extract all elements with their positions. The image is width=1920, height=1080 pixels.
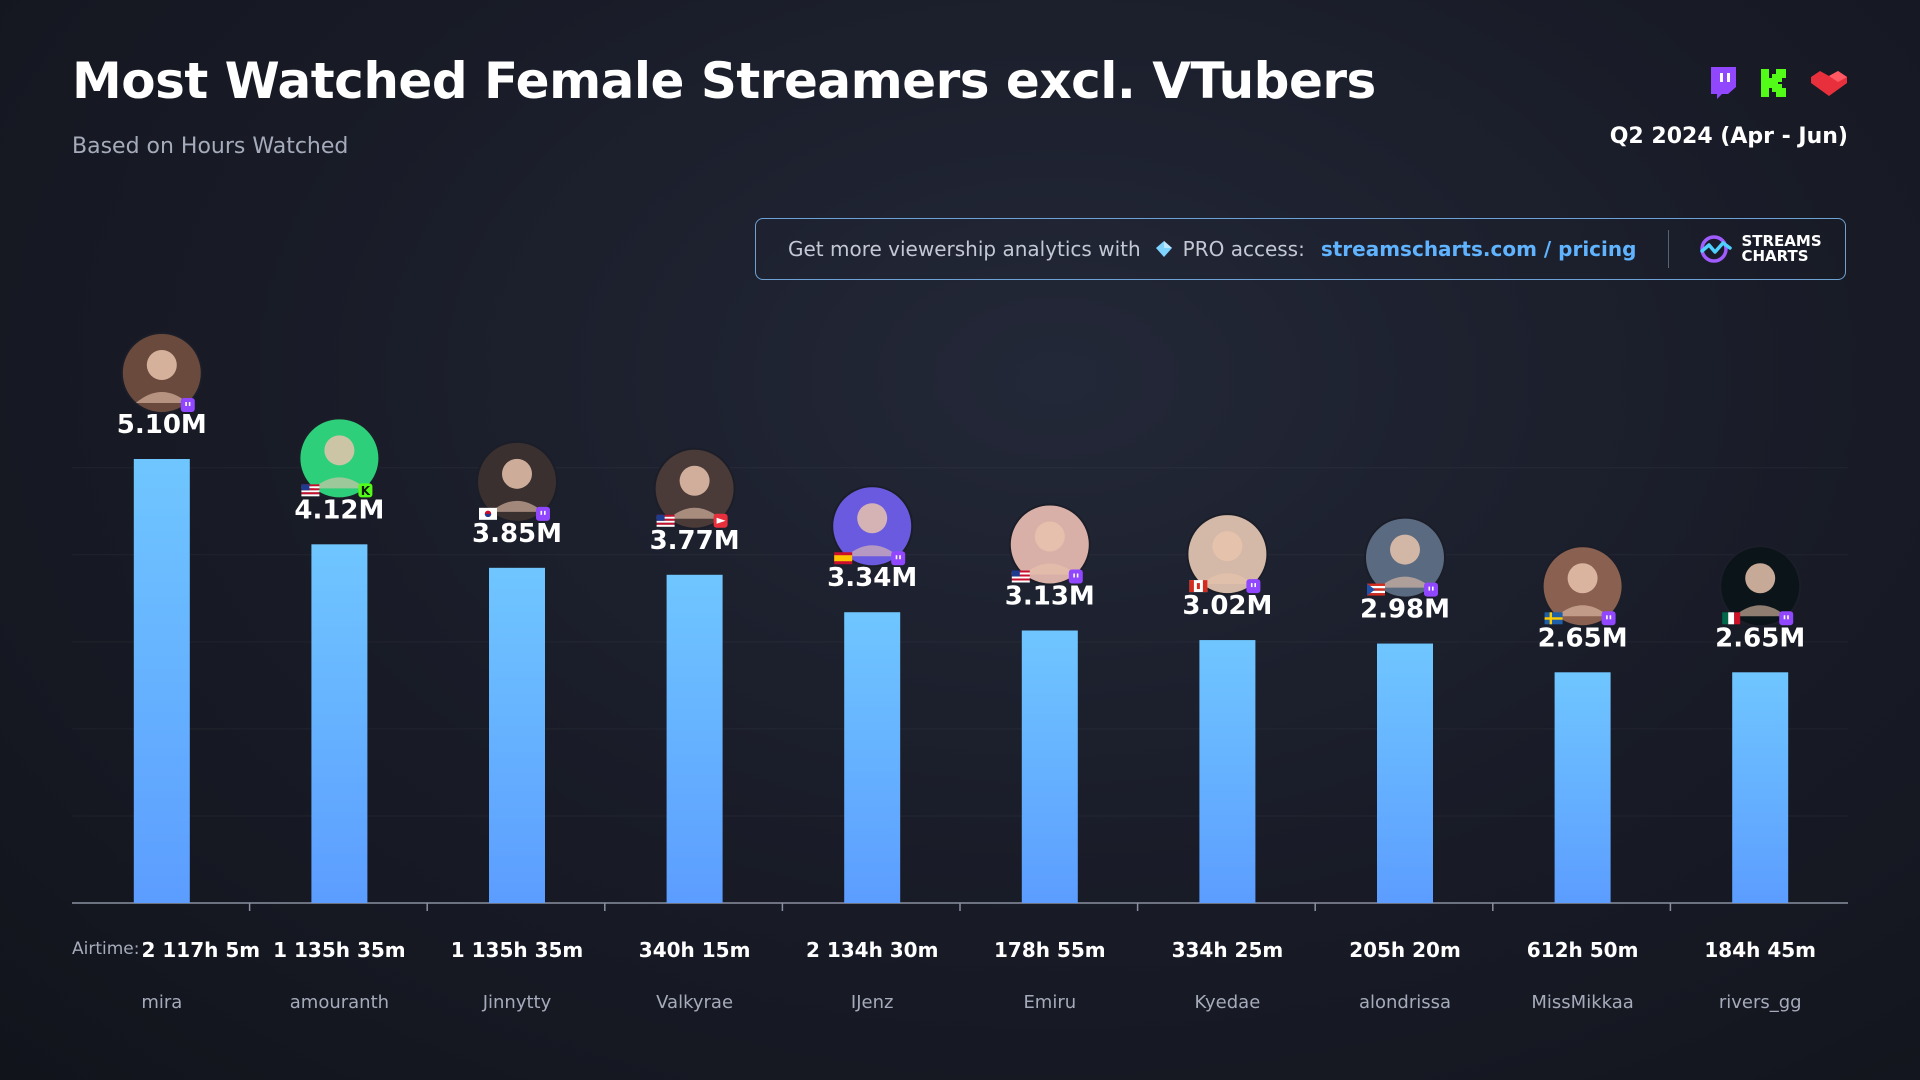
- page-subtitle: Based on Hours Watched: [72, 134, 349, 159]
- twitch-icon: [1708, 66, 1738, 100]
- platform-icons: [1708, 66, 1848, 100]
- airtime-label: Airtime:: [72, 939, 140, 959]
- avatar-rivers_gg[interactable]: [1719, 545, 1802, 628]
- twitch-badge-icon: [1779, 611, 1794, 626]
- airtime-value: 1 135h 35m: [273, 938, 406, 962]
- flag-mx-icon: [1722, 612, 1741, 625]
- bar-mira: [133, 459, 190, 903]
- bar-alondrissa: [1377, 643, 1433, 903]
- value-label: 3.02M: [1182, 591, 1272, 621]
- bar-Kyedae: [1199, 640, 1256, 903]
- brand-line-2: CHARTS: [1741, 247, 1809, 265]
- streamer-name: Jinnytty: [482, 992, 552, 1013]
- youtube-badge-icon: [713, 513, 728, 528]
- streamer-name: IJenz: [851, 992, 894, 1013]
- value-label: 3.13M: [1005, 582, 1095, 612]
- avatar-MissMikkaa[interactable]: [1541, 545, 1624, 628]
- twitch-badge-icon: [180, 398, 195, 412]
- value-label: 2.98M: [1360, 595, 1450, 625]
- bar-Emiru: [1021, 630, 1078, 903]
- svg-text:K: K: [361, 484, 371, 498]
- value-label: 3.77M: [650, 526, 740, 556]
- flag-pr-icon: [1367, 583, 1385, 596]
- avatar-amouranth[interactable]: K: [298, 417, 381, 500]
- airtime-value: 2 134h 30m: [806, 938, 939, 962]
- avatar-Valkyrae[interactable]: [653, 447, 736, 530]
- flag-ca-icon: [1189, 580, 1208, 593]
- diamond-icon: [1155, 240, 1173, 258]
- avatar-Jinnytty[interactable]: [476, 440, 558, 523]
- value-label: 3.34M: [827, 563, 917, 593]
- streamer-name: MissMikkaa: [1531, 992, 1633, 1013]
- promo-divider: [1668, 230, 1670, 268]
- flag-es-icon: [834, 552, 853, 565]
- streamer-name: Kyedae: [1195, 992, 1261, 1013]
- kick-badge-icon: K: [358, 483, 373, 498]
- airtime-value: 334h 25m: [1172, 938, 1284, 962]
- pricing-link[interactable]: streamscharts.com / pricing: [1320, 237, 1637, 261]
- avatar-alondrissa[interactable]: [1364, 516, 1446, 599]
- twitch-badge-icon: [891, 551, 906, 566]
- flag-us-icon: [656, 514, 675, 527]
- airtime-value: 612h 50m: [1527, 938, 1639, 962]
- airtime-value: 2 117h 5m: [142, 938, 261, 962]
- airtime-value: 178h 55m: [994, 938, 1106, 962]
- streamer-name: Emiru: [1023, 992, 1076, 1013]
- promo-pro-text: PRO access:: [1182, 237, 1305, 261]
- kick-icon: [1760, 68, 1788, 98]
- flag-se-icon: [1544, 612, 1563, 625]
- twitch-badge-icon: [1068, 569, 1083, 584]
- flag-us-icon: [301, 484, 320, 497]
- twitch-badge-icon: [1246, 579, 1261, 594]
- avatar-IJenz[interactable]: [831, 485, 914, 568]
- flag-us-icon: [1011, 570, 1030, 583]
- bar-Jinnytty: [489, 567, 545, 903]
- youtube-icon: [1810, 69, 1848, 97]
- value-label: 2.65M: [1715, 623, 1805, 653]
- streams-charts-logo-icon: [1700, 235, 1733, 263]
- period-label: Q2 2024 (Apr - Jun): [1609, 124, 1848, 149]
- streamer-name: Valkyrae: [656, 992, 733, 1013]
- streamer-name: rivers_gg: [1719, 992, 1802, 1013]
- value-label: 2.65M: [1538, 623, 1628, 653]
- value-label: 5.10M: [117, 410, 207, 440]
- airtime-value: 205h 20m: [1349, 938, 1461, 962]
- flag-kr-icon: [479, 507, 497, 520]
- value-label: 4.12M: [294, 495, 384, 525]
- value-label: 3.85M: [472, 519, 562, 549]
- bar-rivers_gg: [1732, 672, 1789, 903]
- bar-IJenz: [844, 612, 901, 903]
- twitch-badge-icon: [1424, 582, 1438, 597]
- airtime-value: 340h 15m: [639, 938, 751, 962]
- streams-charts-logo: STREAMS CHARTS: [1699, 232, 1822, 265]
- avatar-Emiru[interactable]: [1008, 503, 1091, 586]
- bar-MissMikkaa: [1554, 672, 1611, 903]
- twitch-badge-icon: [536, 506, 550, 521]
- streamer-name: alondrissa: [1359, 992, 1451, 1013]
- airtime-value: 184h 45m: [1704, 938, 1816, 962]
- streamer-name: amouranth: [290, 992, 389, 1013]
- promo-text: Get more viewership analytics with: [788, 237, 1141, 261]
- promo-banner[interactable]: Get more viewership analytics with PRO a…: [755, 218, 1846, 280]
- bar-Valkyrae: [666, 574, 723, 903]
- brand-line-1: STREAMS: [1741, 232, 1822, 250]
- twitch-badge-icon: [1601, 611, 1616, 626]
- page-title: Most Watched Female Streamers excl. VTub…: [72, 52, 1376, 110]
- airtime-value: 1 135h 35m: [451, 938, 584, 962]
- avatar-Kyedae[interactable]: [1186, 513, 1269, 596]
- bar-amouranth: [311, 544, 368, 903]
- avatar-mira[interactable]: [120, 332, 203, 414]
- streamer-name: mira: [141, 992, 182, 1013]
